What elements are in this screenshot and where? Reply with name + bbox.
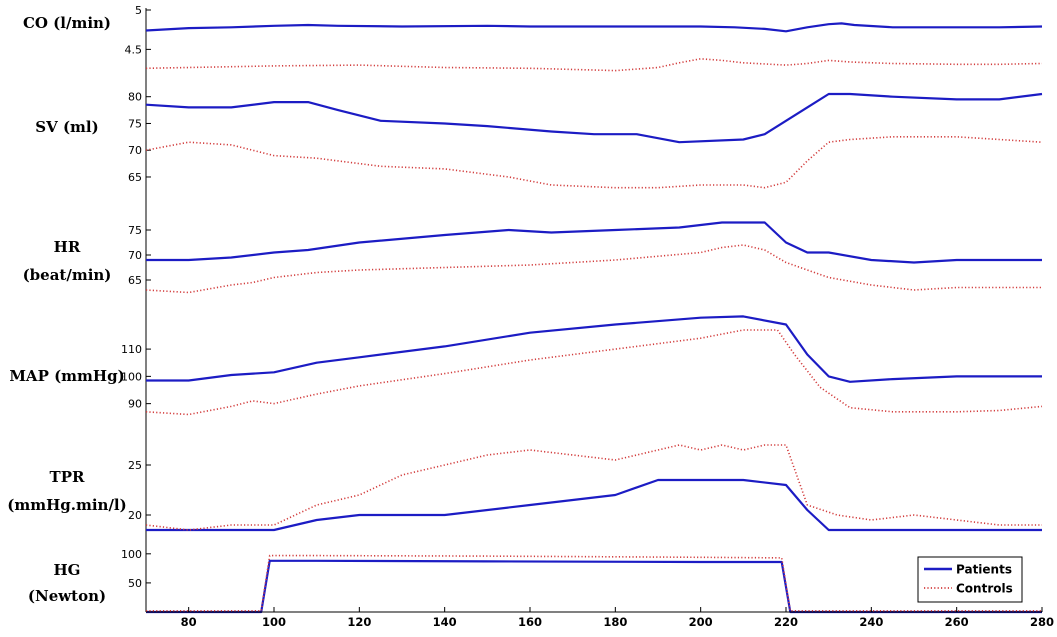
xtick-label-4: 160	[518, 615, 542, 629]
series-map-patients	[146, 315, 1042, 383]
series-tpr-patients	[146, 478, 1042, 532]
xtick-label-0: 80	[181, 615, 197, 629]
panel-sv: SV (ml) 65 70 75 80	[35, 91, 1043, 189]
panel-tpr: TPR (mmHg.min/l)20 25	[7, 444, 1042, 532]
series-hr-patients	[146, 221, 1042, 264]
legend-label-controls: Controls	[956, 582, 1013, 596]
series-hg-controls	[146, 554, 1042, 612]
xtick-label-7: 220	[774, 615, 798, 629]
ytick-label-tpr-1: 25	[128, 459, 142, 472]
ytick-label-hr-1: 70	[128, 249, 142, 262]
xtick-label-6: 200	[689, 615, 713, 629]
ytick-label-map-0: 90	[128, 398, 142, 411]
ytick-label-tpr-0: 20	[128, 509, 142, 522]
series-map-controls	[145, 329, 1043, 416]
ytick-label-hg-1: 100	[121, 548, 142, 561]
ytick-label-map-1: 100	[121, 370, 142, 383]
ylabel-sv-0: SV (ml)	[35, 118, 98, 136]
legend-label-patients: Patients	[956, 563, 1012, 577]
panel-map: MAP (mmHg) 90 100 110	[9, 315, 1043, 416]
ylabel-tpr-0: TPR	[50, 468, 85, 486]
ylabel-hr-1: (beat/min)	[23, 266, 112, 284]
ytick-label-co-1: 5	[135, 4, 142, 17]
chart-panels: CO (l/min) 4.5 5 SV (ml) 65 70 75 80 HR (beat/min…	[7, 4, 1043, 614]
series-hg-patients	[146, 559, 1042, 614]
ytick-label-hr-2: 75	[128, 224, 142, 237]
series-tpr-controls	[145, 444, 1042, 531]
x-axis: 80 100 120 140 160 180 200 220 240 260 280	[146, 607, 1054, 629]
ylabel-co-0: CO (l/min)	[23, 14, 111, 32]
xtick-label-2: 120	[347, 615, 371, 629]
ytick-label-sv-1: 70	[128, 144, 142, 157]
ylabel-map-0: MAP (mmHg)	[9, 367, 124, 385]
ytick-label-sv-2: 75	[128, 117, 142, 130]
panel-hr: HR (beat/min) 65 70 75	[23, 221, 1042, 294]
ytick-label-map-2: 110	[121, 343, 142, 356]
ytick-label-sv-0: 65	[128, 171, 142, 184]
ytick-label-co-0: 4.5	[125, 43, 143, 56]
series-co-controls	[145, 58, 1043, 72]
ylabel-hg-0: HG	[54, 561, 81, 579]
ytick-label-hg-0: 50	[128, 577, 142, 590]
xtick-label-8: 240	[859, 615, 883, 629]
xtick-label-10: 280	[1030, 615, 1054, 629]
ylabel-hg-1: (Newton)	[28, 587, 106, 605]
legend-box	[917, 556, 1023, 603]
series-sv-controls	[145, 136, 1043, 189]
series-hr-controls	[145, 244, 1042, 294]
ylabel-hr-0: HR	[54, 238, 81, 256]
xtick-label-1: 100	[262, 615, 286, 629]
ytick-label-sv-3: 80	[128, 91, 142, 104]
ylabel-tpr-1: (mmHg.min/l)	[7, 496, 126, 514]
xtick-label-3: 140	[433, 615, 457, 629]
chart-legend: Patients Controls	[917, 556, 1023, 603]
panel-co: CO (l/min) 4.5 5	[23, 4, 1043, 72]
xtick-label-5: 180	[603, 615, 627, 629]
series-sv-patients	[145, 92, 1043, 144]
ytick-label-hr-0: 65	[128, 274, 142, 287]
series-co-patients	[145, 22, 1043, 33]
xtick-label-9: 260	[945, 615, 969, 629]
panel-hg: HG (Newton) 50 100	[28, 548, 1042, 614]
